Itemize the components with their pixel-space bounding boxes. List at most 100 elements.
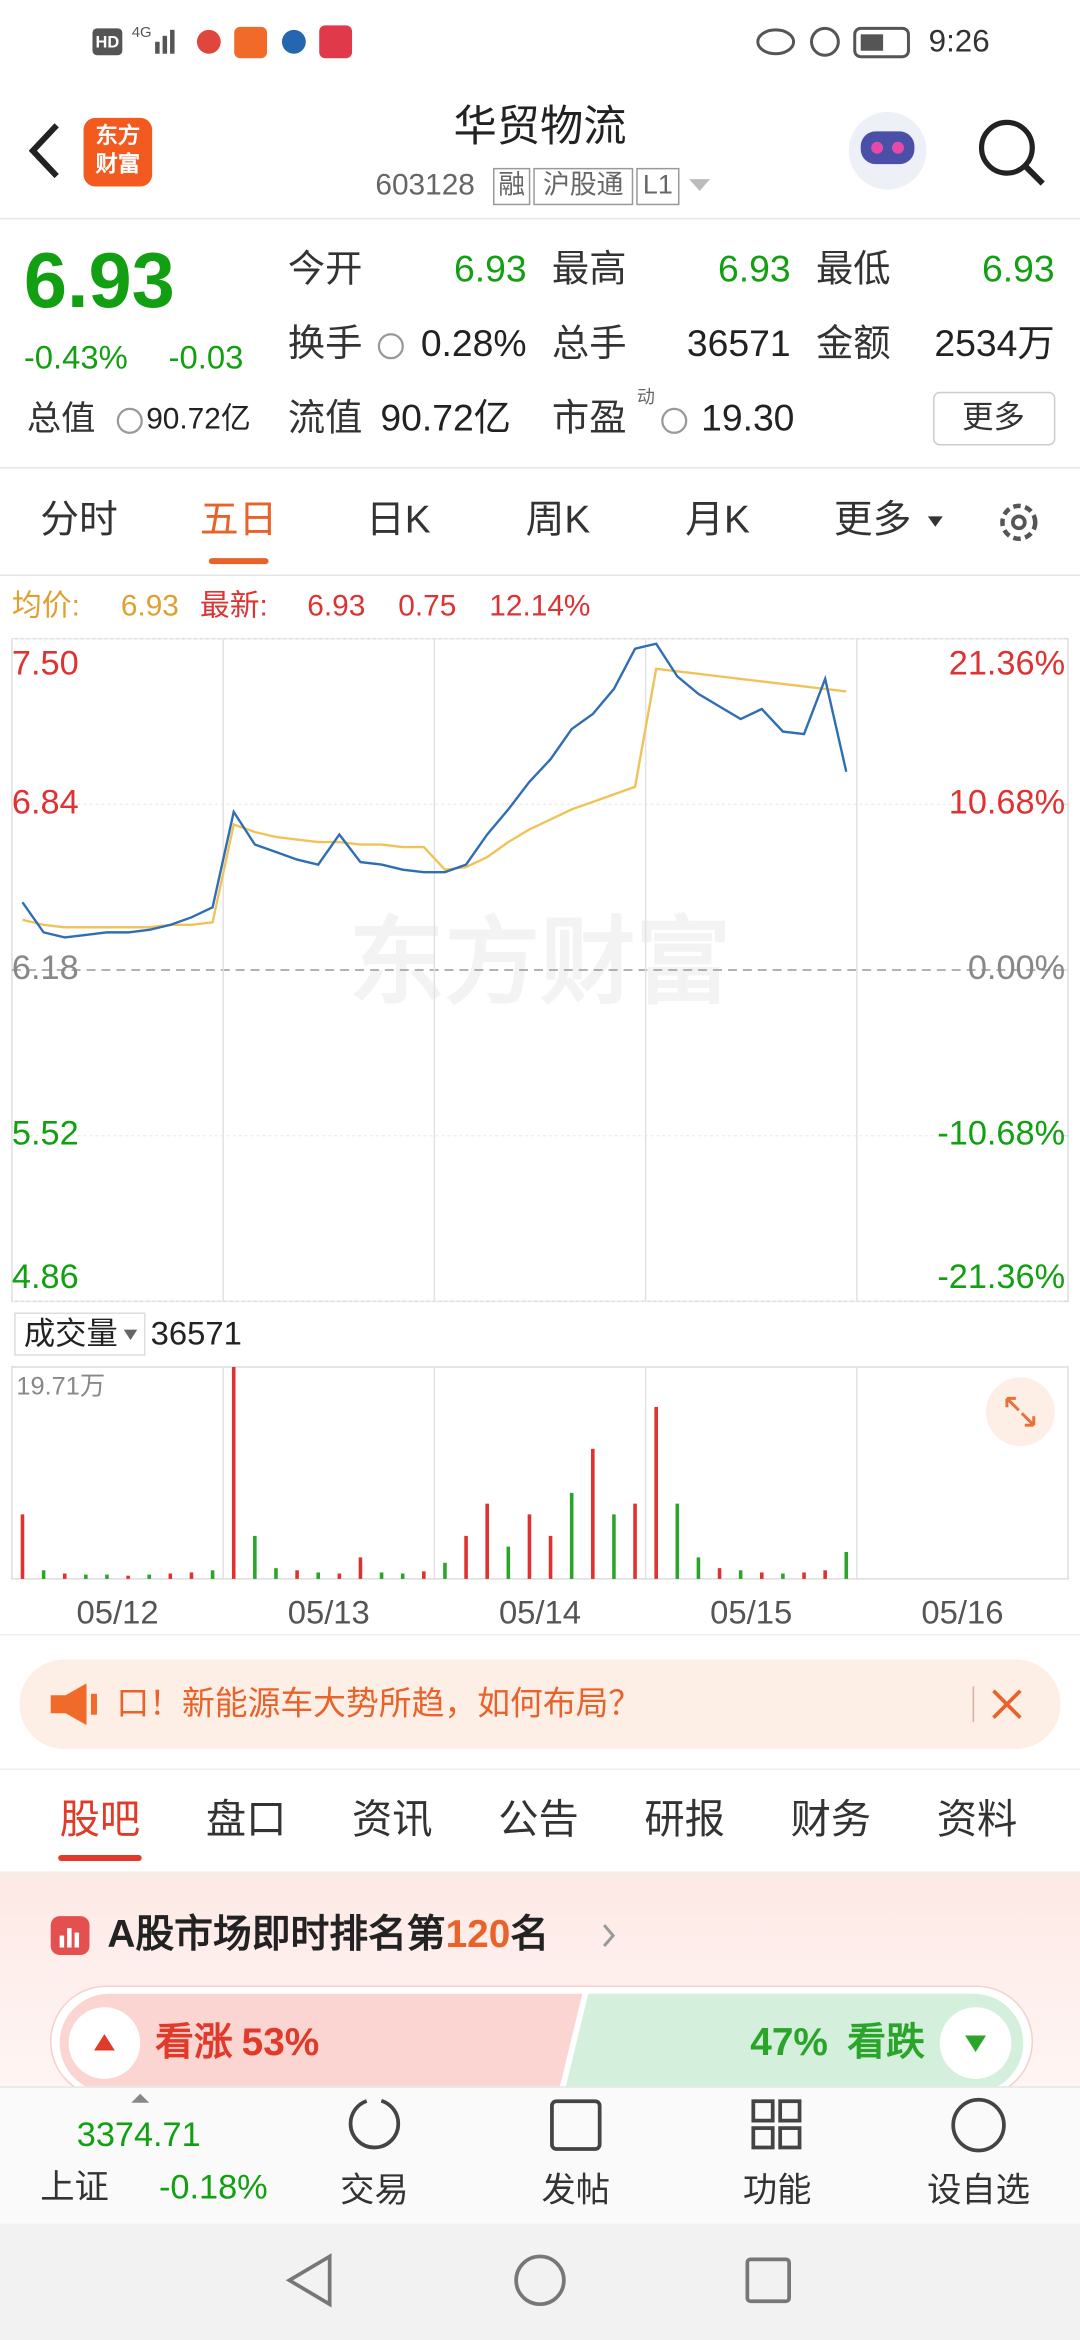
- volume-bar: [337, 1573, 342, 1579]
- nav-recent[interactable]: [745, 2257, 791, 2304]
- tag: L1: [643, 170, 673, 200]
- volume-bar: [548, 1535, 553, 1579]
- change: -0.03: [169, 338, 244, 375]
- volume-chart: 19.71万 05/12 05/13 05/14 05/15 05/16: [11, 1366, 1069, 1630]
- volume-bar: [274, 1568, 278, 1579]
- tab[interactable]: 更多: [834, 499, 912, 542]
- volume-bar: [84, 1574, 88, 1579]
- volume-bar: [823, 1570, 827, 1579]
- tab[interactable]: 月K: [685, 499, 750, 542]
- divider: [0, 1634, 1080, 1636]
- latest-pct: 12.14%: [489, 589, 590, 622]
- bottom-nav: [0, 2086, 1080, 2224]
- tag-box: [493, 167, 531, 206]
- volume-bar: [759, 1572, 764, 1579]
- expand-button[interactable]: [986, 1377, 1055, 1447]
- volume-bar: [781, 1573, 785, 1579]
- tabs: 分时 五日 日K 周K 月K 更多: [40, 499, 943, 565]
- avg-value: 6.93: [121, 589, 179, 622]
- volume-bar: [464, 1535, 468, 1579]
- expand-icon: [1005, 1396, 1036, 1427]
- tab[interactable]: 分时: [40, 499, 118, 542]
- stat-sup: 动: [637, 387, 655, 407]
- y-tick-label: 6.84: [12, 783, 79, 821]
- index-value[interactable]: 3374.71: [77, 2116, 201, 2154]
- volume-bar: [126, 1575, 130, 1579]
- stat-value: 6.93: [982, 247, 1055, 289]
- section-tab[interactable]: 研报: [644, 1797, 725, 1842]
- stock-code: 603128: [375, 168, 475, 201]
- section-tab[interactable]: 资料: [937, 1797, 1018, 1842]
- signal: [162, 35, 168, 54]
- clock: 9:26: [929, 24, 990, 59]
- more-button[interactable]: [933, 391, 1056, 446]
- nav-item[interactable]: 发帖: [542, 2171, 611, 2209]
- back-button[interactable]: [28, 123, 59, 179]
- volume-label: 成交量: [24, 1316, 118, 1351]
- function-cell: [751, 2126, 775, 2150]
- tag-box: [533, 167, 634, 206]
- section-tab[interactable]: 公告: [498, 1797, 579, 1842]
- y2-tick-label: 21.36%: [949, 645, 1065, 683]
- tag-box: [636, 167, 680, 206]
- logo[interactable]: [83, 117, 153, 187]
- bull-segment: [59, 1993, 583, 2093]
- tab[interactable]: 周K: [526, 499, 591, 542]
- network: 4G: [132, 24, 152, 41]
- tab[interactable]: 日K: [366, 499, 431, 542]
- stat-label: 今开: [288, 247, 363, 289]
- stat-value: 6.93: [454, 247, 527, 289]
- section-tab[interactable]: 盘口: [206, 1797, 287, 1842]
- bull-label: 看涨: [155, 2021, 233, 2064]
- stat-value: 36571: [687, 322, 791, 364]
- latest-change: 0.75: [398, 589, 456, 622]
- section-tab[interactable]: 资讯: [352, 1797, 433, 1842]
- dropdown-arrow[interactable]: [689, 179, 711, 192]
- trade-icon: [348, 2097, 401, 2150]
- stat-label: 市盈: [552, 397, 627, 439]
- section-tab[interactable]: 股吧: [60, 1797, 141, 1842]
- nav-item[interactable]: 交易: [340, 2171, 409, 2209]
- volume-bar: [633, 1503, 637, 1579]
- nav-item[interactable]: 设自选: [927, 2171, 1030, 2209]
- y2-tick-label: 10.68%: [949, 783, 1065, 821]
- info-icon: [116, 407, 143, 434]
- nav-home[interactable]: [514, 2254, 566, 2307]
- price: 6.93: [24, 238, 175, 324]
- section-tab[interactable]: 财务: [791, 1797, 872, 1842]
- hd-text: HD: [96, 34, 120, 52]
- stat-value: 6.93: [718, 247, 791, 289]
- bull-arrow: [93, 2034, 115, 2051]
- eye-icon: [756, 28, 796, 56]
- volume-bar: [168, 1573, 173, 1579]
- volume-bar: [189, 1572, 194, 1579]
- settings-core: [1011, 514, 1027, 531]
- rank-text[interactable]: A股市场即时排名第120名: [107, 1913, 549, 1956]
- volume-bar: [844, 1552, 849, 1579]
- signal: [170, 29, 175, 54]
- rank-icon-bar: [59, 1935, 65, 1948]
- volume-bar: [358, 1557, 363, 1579]
- tab[interactable]: 五日: [200, 499, 278, 542]
- volume-selector[interactable]: [14, 1312, 146, 1356]
- volume-bar: [717, 1568, 722, 1579]
- settings-icon[interactable]: [1000, 503, 1038, 541]
- section-underline: [58, 1854, 142, 1861]
- x-tick-label: 05/16: [921, 1593, 1003, 1630]
- nav-back[interactable]: [285, 2253, 332, 2308]
- price-chart: 7.50 6.84 6.18 5.52 4.86 21.36% 10.68% 0.00% -10…: [11, 637, 1069, 1303]
- close-button[interactable]: [992, 1689, 1022, 1720]
- battery: [853, 26, 910, 59]
- volume-bar: [20, 1514, 25, 1579]
- avatar-eye: [871, 141, 884, 154]
- stat-value: 2534万: [934, 322, 1054, 364]
- volume-bar: [422, 1571, 426, 1579]
- bear-arrow: [965, 2035, 987, 2052]
- avg-label: 均价:: [12, 589, 80, 622]
- volume-bar: [253, 1535, 257, 1579]
- plot-frame: [11, 1366, 1069, 1580]
- nav-item[interactable]: 功能: [743, 2171, 812, 2209]
- search-icon[interactable]: [978, 119, 1035, 176]
- banner[interactable]: [19, 1659, 1061, 1750]
